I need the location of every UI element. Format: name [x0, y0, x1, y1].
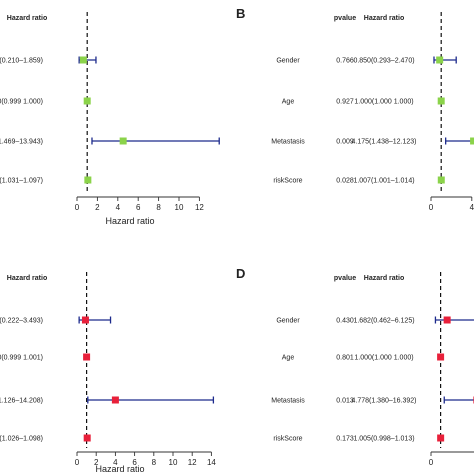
hazard-ratio-cell: 1.682(0.462–6.125) [353, 318, 414, 325]
x-axis-label: Hazard ratio [95, 464, 144, 474]
point-estimate-marker [84, 176, 92, 184]
forest-panel-1: 0 2 4 6 8 10 12 [75, 12, 220, 212]
point-estimate-marker [111, 396, 119, 404]
variable-label: Gender [276, 58, 300, 65]
point-estimate-marker [83, 97, 91, 105]
variable-label: riskScore [273, 436, 302, 443]
point-estimate-marker [119, 137, 127, 145]
hazard-ratio-cell: 00(0.999 1.000) [0, 99, 43, 106]
pvalue-cell: 0.430 [336, 318, 354, 325]
x-tick-label: 8 [156, 203, 161, 212]
pvalue-cell: 0.766 [336, 58, 354, 65]
variable-label: Metastasis [271, 139, 305, 146]
panel-label: D [236, 266, 245, 281]
x-tick-label: 4 [470, 203, 474, 212]
point-estimate-marker [436, 56, 444, 64]
pvalue-cell: 0.009 [336, 139, 354, 146]
hazard-ratio-cell: 1.000(1.000 1.000) [354, 99, 413, 106]
x-tick-label: 2 [94, 458, 99, 467]
pvalue-header: pvalue [334, 15, 356, 22]
point-estimate-marker [437, 353, 445, 361]
hazard-ratio-cell: 1.007(1.001–1.014) [353, 178, 414, 185]
hazard-ratio-cell: 1.000(1.000 1.000) [354, 355, 413, 362]
x-tick-label: 2 [95, 203, 100, 212]
pvalue-cell: 0.927 [336, 99, 354, 106]
x-tick-label: 12 [195, 203, 204, 212]
x-tick-label: 10 [175, 203, 184, 212]
variable-label: Gender [276, 318, 300, 325]
x-tick-label: 4 [116, 203, 121, 212]
pvalue-cell: 0.028 [336, 178, 354, 185]
x-tick-label: 0 [75, 458, 80, 467]
point-estimate-marker [79, 56, 87, 64]
panel-label: B [236, 6, 245, 21]
variable-label: Metastasis [271, 398, 305, 405]
point-estimate-marker [437, 176, 445, 184]
hazard-ratio-cell: 64(1.031–1.097) [0, 178, 43, 185]
hazard-ratio-cell: 062(1.026–1.098) [0, 436, 43, 443]
point-estimate-marker [83, 434, 91, 442]
hazard-ratio-cell: 5(1.469–13.943) [0, 139, 43, 146]
point-estimate-marker [437, 434, 445, 442]
x-tick-label: 12 [188, 458, 197, 467]
hazard-ratio-cell: 24(0.210–1.859) [0, 58, 43, 65]
x-tick-label: 8 [152, 458, 157, 467]
point-estimate-marker [443, 316, 451, 324]
pvalue-cell: 0.801 [336, 355, 354, 362]
point-estimate-marker [470, 137, 474, 145]
hazard-ratio-cell: 4.778(1.380–16.392) [352, 398, 417, 405]
hazard-ratio-cell: 0(1.126–14.208) [0, 398, 43, 405]
x-tick-label: 4 [113, 458, 118, 467]
hazard-ratio-cell: 881(0.222–3.493) [0, 318, 43, 325]
x-axis-label: Hazard ratio [105, 216, 154, 226]
hazard-ratio-header: Hazard ratio [7, 15, 47, 22]
point-estimate-marker [83, 353, 91, 361]
hazard-ratio-header: Hazard ratio [364, 275, 404, 282]
pvalue-cell: 0.013 [336, 398, 354, 405]
hazard-ratio-cell: 1.005(0.998–1.013) [353, 436, 414, 443]
x-tick-label: 6 [136, 203, 141, 212]
x-tick-label: 10 [169, 458, 178, 467]
pvalue-header: pvalue [334, 275, 356, 282]
variable-label: Age [282, 99, 295, 106]
forest-panel-4: 05 [429, 272, 474, 467]
pvalue-cell: 0.173 [336, 436, 354, 443]
hazard-ratio-header: Hazard ratio [7, 275, 47, 282]
variable-label: riskScore [273, 178, 302, 185]
point-estimate-marker [81, 316, 89, 324]
forest-panel-3: 0 2 4 6 8 10 12 14 [75, 272, 216, 467]
x-tick-label: 0 [429, 458, 434, 467]
x-tick-label: 6 [132, 458, 137, 467]
x-tick-label: 0 [75, 203, 80, 212]
x-tick-label: 14 [207, 458, 216, 467]
hazard-ratio-cell: 4.175(1.438–12.123) [352, 139, 417, 146]
variable-label: Age [282, 355, 295, 362]
point-estimate-marker [437, 97, 445, 105]
hazard-ratio-header: Hazard ratio [364, 15, 404, 22]
hazard-ratio-cell: 0.850(0.293–2.470) [353, 58, 414, 65]
x-tick-label: 0 [429, 203, 434, 212]
hazard-ratio-cell: 000(0.999 1.001) [0, 355, 43, 362]
